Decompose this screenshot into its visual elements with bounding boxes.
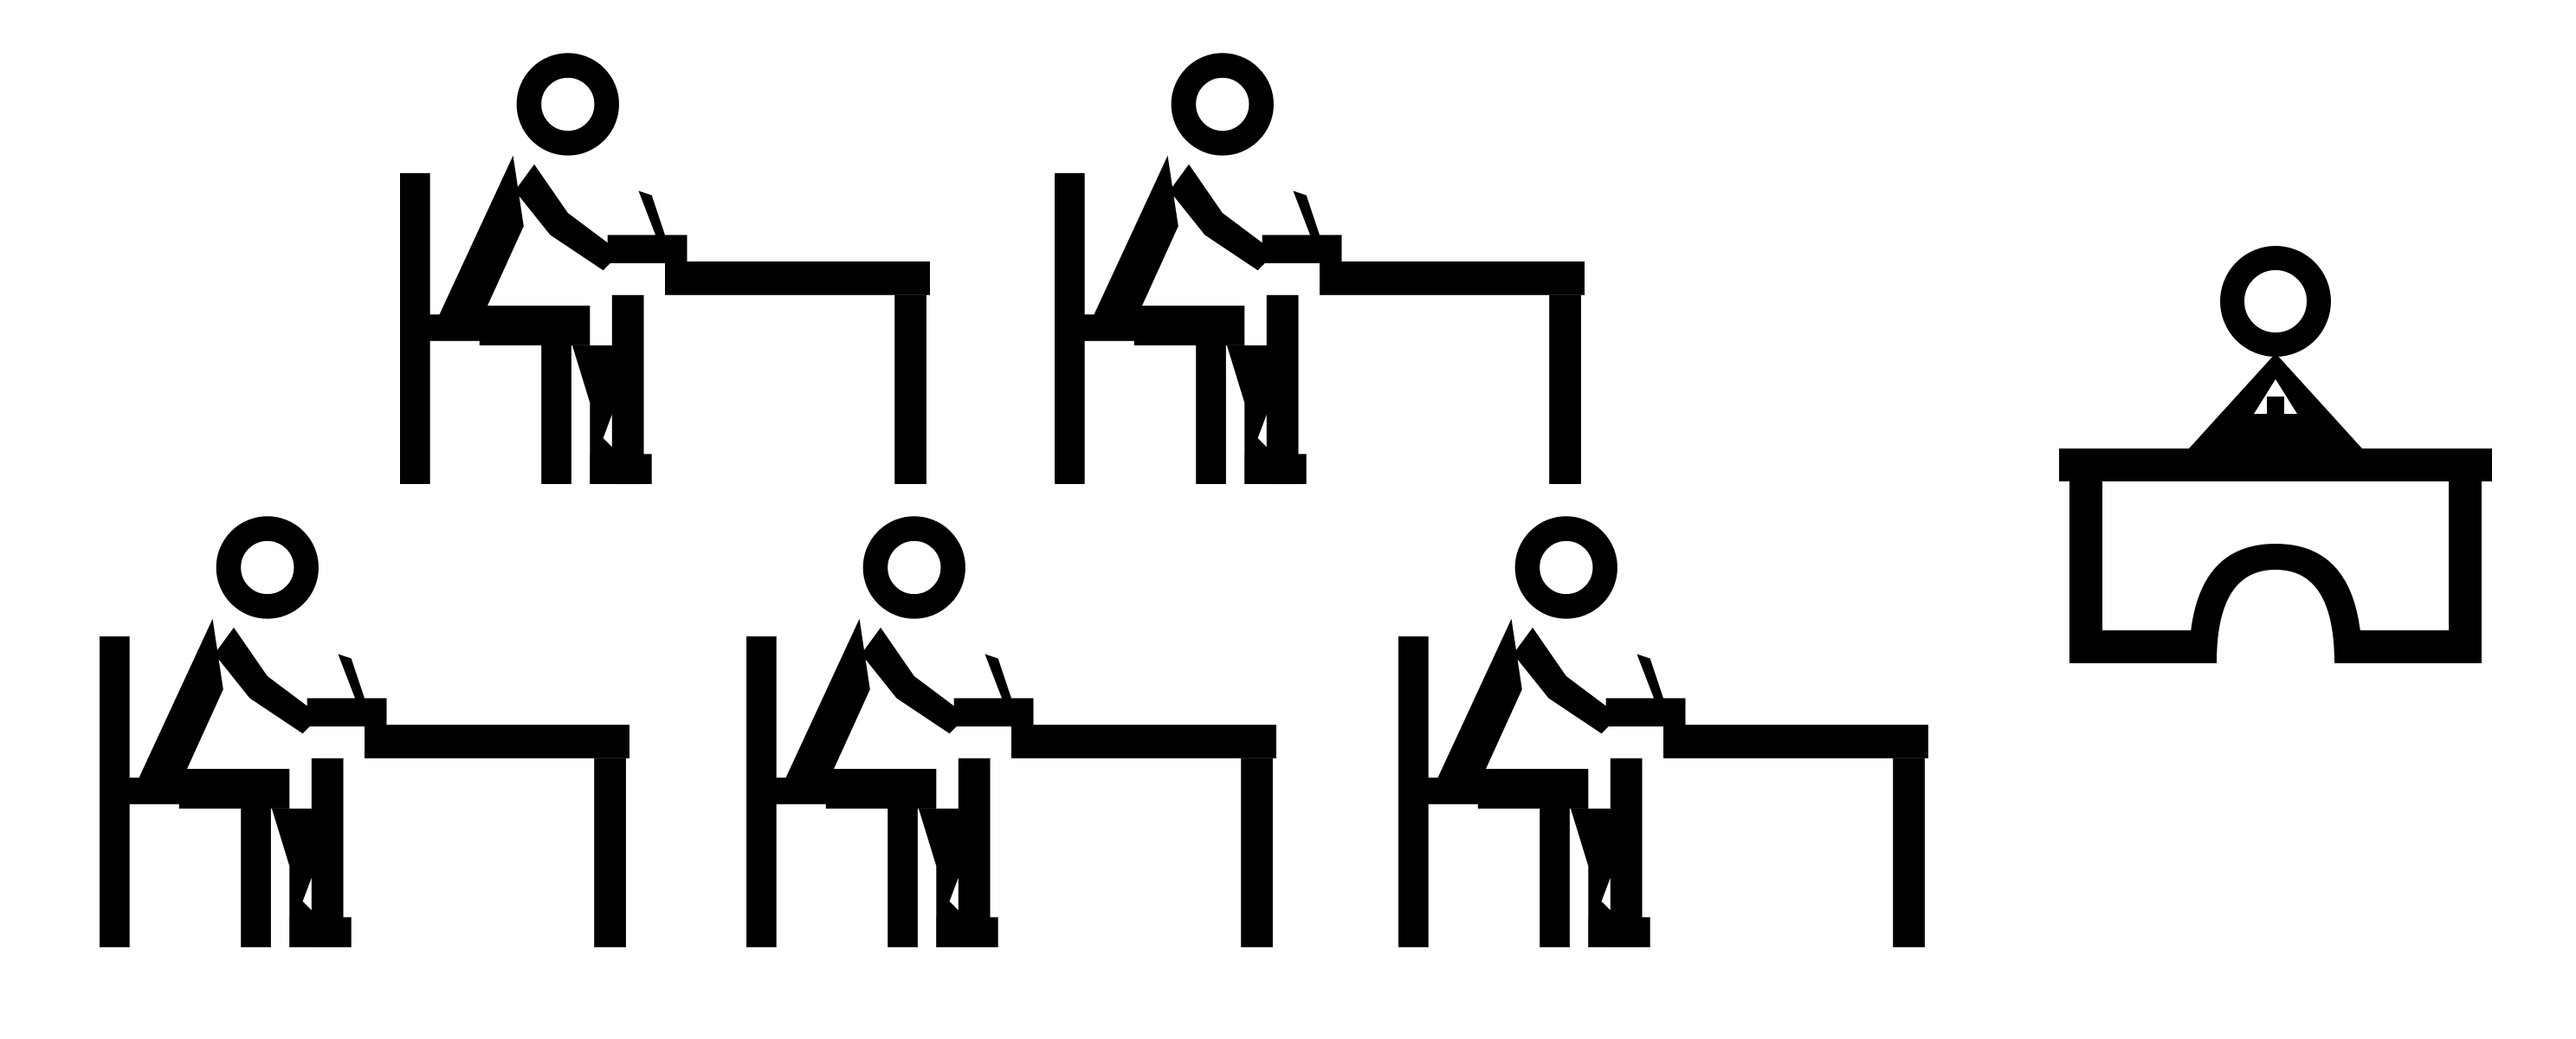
- classroom-scene: [0, 0, 2576, 1039]
- teacher-at-desk-icon: [0, 0, 2576, 1039]
